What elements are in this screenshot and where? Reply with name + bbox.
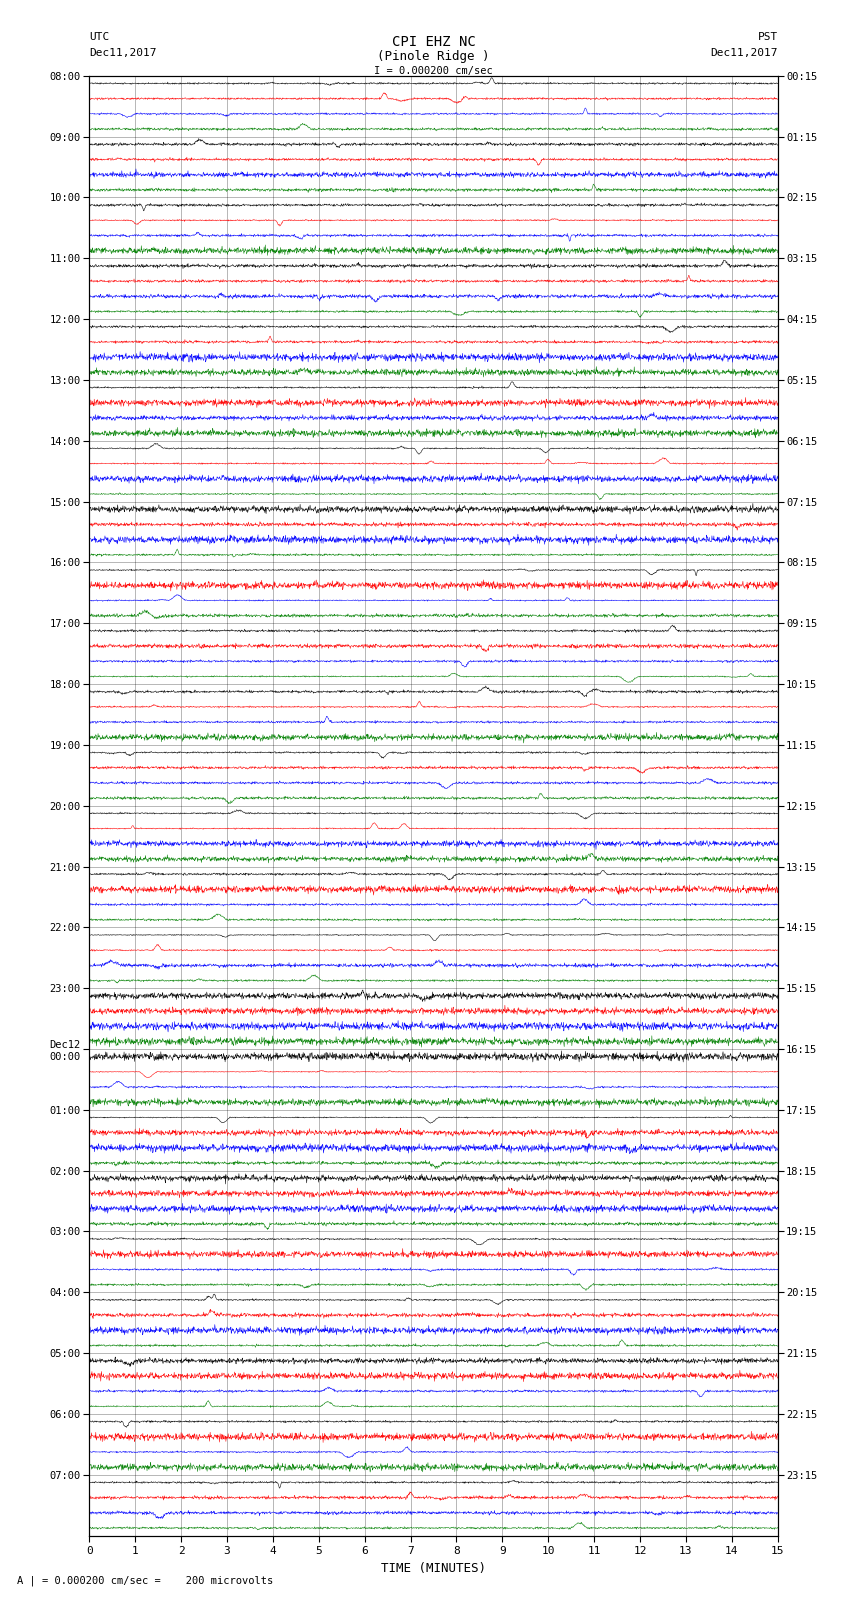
Text: UTC: UTC (89, 32, 110, 42)
Text: (Pinole Ridge ): (Pinole Ridge ) (377, 50, 490, 63)
Text: A | = 0.000200 cm/sec =    200 microvolts: A | = 0.000200 cm/sec = 200 microvolts (17, 1576, 273, 1586)
Text: I = 0.000200 cm/sec: I = 0.000200 cm/sec (374, 66, 493, 76)
X-axis label: TIME (MINUTES): TIME (MINUTES) (381, 1561, 486, 1574)
Text: Dec11,2017: Dec11,2017 (711, 48, 778, 58)
Text: Dec11,2017: Dec11,2017 (89, 48, 156, 58)
Text: PST: PST (757, 32, 778, 42)
Text: CPI EHZ NC: CPI EHZ NC (392, 35, 475, 48)
